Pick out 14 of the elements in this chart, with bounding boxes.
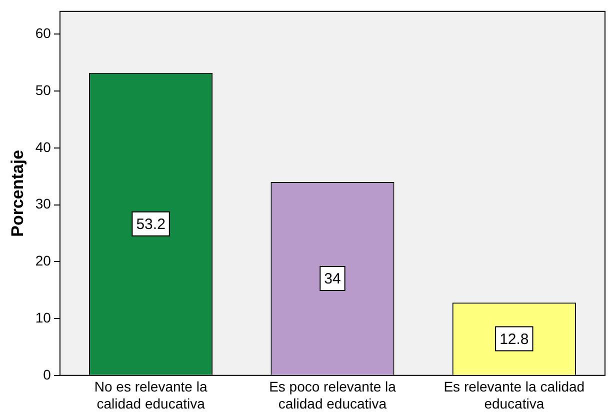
- data-label: 34: [324, 270, 341, 288]
- y-tick-label: 20: [35, 252, 52, 269]
- y-tick-label: 10: [35, 309, 52, 326]
- y-axis-title: Porcentaje: [8, 150, 27, 237]
- x-tick-label: No es relevante la calidad educativa: [94, 378, 208, 412]
- data-label: 12.8: [500, 330, 529, 348]
- y-tick-label: 0: [43, 366, 52, 382]
- x-tick-label: Es relevante la calidad educativa: [444, 378, 585, 412]
- y-tick-label: 30: [35, 196, 52, 212]
- y-tick-label: 60: [35, 25, 52, 42]
- x-tick-label: Es poco relevante la calidad educativa: [269, 378, 396, 412]
- data-label: 53.2: [136, 216, 166, 234]
- y-tick-label: 50: [35, 82, 52, 98]
- y-tick-label: 40: [35, 138, 52, 155]
